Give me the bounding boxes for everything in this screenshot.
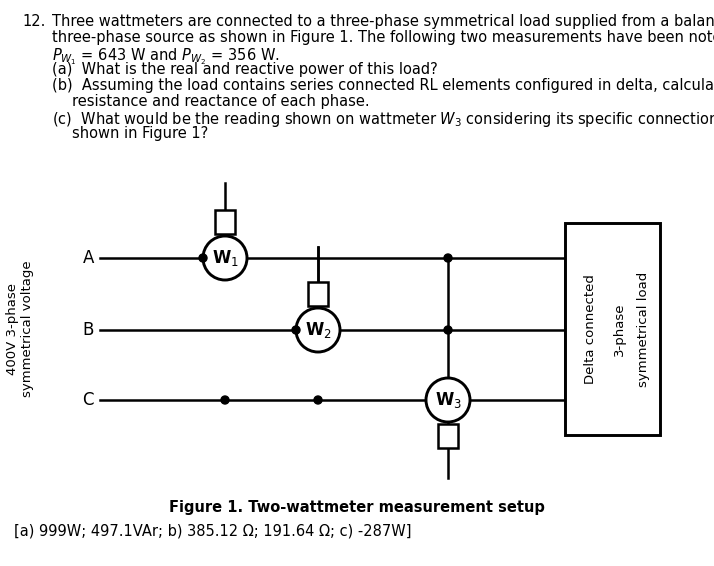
Text: (a)  What is the real and reactive power of this load?: (a) What is the real and reactive power … — [52, 62, 438, 77]
Circle shape — [444, 326, 452, 334]
Text: $\mathbf{W}_3$: $\mathbf{W}_3$ — [435, 390, 461, 410]
Text: (b)  Assuming the load contains series connected RL elements configured in delta: (b) Assuming the load contains series co… — [52, 78, 714, 93]
Bar — [565, 223, 660, 435]
Circle shape — [292, 326, 300, 334]
Text: Delta connected: Delta connected — [584, 274, 597, 384]
Circle shape — [426, 378, 470, 422]
Text: B: B — [83, 321, 94, 339]
Text: Three wattmeters are connected to a three-phase symmetrical load supplied from a: Three wattmeters are connected to a thre… — [52, 14, 714, 29]
Text: $\mathbf{W}_2$: $\mathbf{W}_2$ — [305, 320, 331, 340]
Circle shape — [221, 396, 229, 404]
Text: (c)  What would be the reading shown on wattmeter $W_3$ considering its specific: (c) What would be the reading shown on w… — [52, 110, 714, 129]
Text: 400V 3-phase
symmetrical voltage: 400V 3-phase symmetrical voltage — [6, 261, 34, 397]
Circle shape — [444, 254, 452, 262]
Text: A: A — [83, 249, 94, 267]
Text: 3-phase: 3-phase — [613, 302, 625, 356]
Circle shape — [199, 254, 207, 262]
Text: three-phase source as shown in Figure 1. The following two measurements have bee: three-phase source as shown in Figure 1.… — [52, 30, 714, 45]
Text: Figure 1. Two-wattmeter measurement setup: Figure 1. Two-wattmeter measurement setu… — [169, 500, 545, 515]
Circle shape — [296, 308, 340, 352]
Bar — [215, 210, 235, 234]
Text: $\mathbf{W}_1$: $\mathbf{W}_1$ — [211, 248, 238, 268]
Text: symmetrical load: symmetrical load — [638, 271, 650, 387]
Text: C: C — [83, 391, 94, 409]
Text: resistance and reactance of each phase.: resistance and reactance of each phase. — [72, 94, 370, 109]
Bar — [308, 282, 328, 306]
Text: 12.: 12. — [22, 14, 46, 29]
Circle shape — [203, 236, 247, 280]
Bar — [438, 424, 458, 448]
Text: $P_{W_1}$ = 643 W and $P_{W_2}$ = 356 W.: $P_{W_1}$ = 643 W and $P_{W_2}$ = 356 W. — [52, 46, 280, 67]
Text: shown in Figure 1?: shown in Figure 1? — [72, 126, 208, 141]
Text: [a) 999W; 497.1VAr; b) 385.12 Ω; 191.64 Ω; c) -287W]: [a) 999W; 497.1VAr; b) 385.12 Ω; 191.64 … — [14, 524, 411, 539]
Circle shape — [314, 396, 322, 404]
